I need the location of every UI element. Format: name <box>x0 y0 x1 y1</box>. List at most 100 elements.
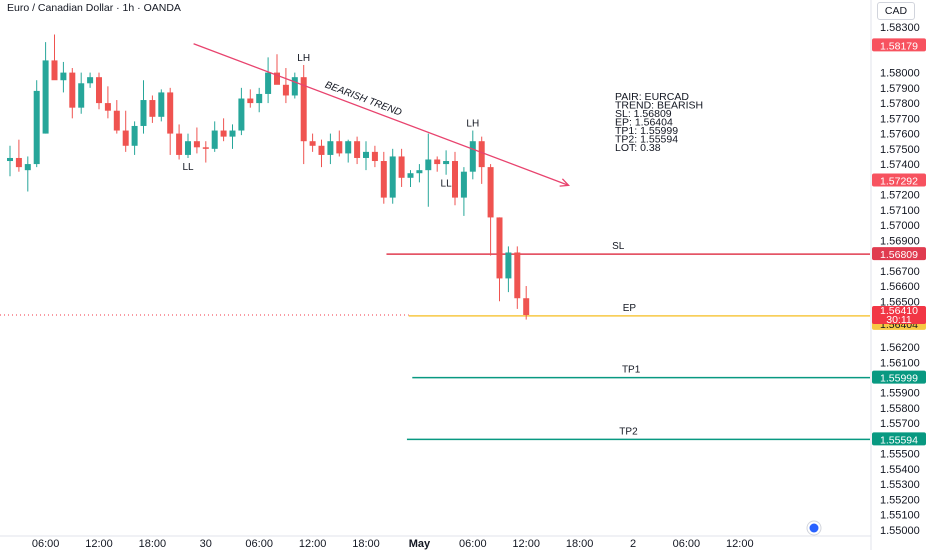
candle-body <box>460 171 467 198</box>
trendline-line <box>193 43 569 186</box>
candle-body <box>371 151 378 162</box>
time-tick-label: 06:00 <box>245 538 273 550</box>
candle-body <box>149 100 156 117</box>
candle-body <box>496 217 503 279</box>
candle-body <box>318 145 325 155</box>
time-tick-label: May <box>409 538 431 550</box>
candle-body <box>122 130 129 146</box>
candle-body <box>229 130 236 137</box>
price-tick-label: 1.57700 <box>880 113 920 125</box>
candle-body <box>425 159 432 171</box>
level-badge-text: 1.56809 <box>880 249 918 261</box>
price-tick-label: 1.57400 <box>880 159 920 171</box>
price-tick-label: 1.56900 <box>880 235 920 247</box>
candle-body <box>51 60 58 81</box>
price-badge-text: 1.57292 <box>880 176 918 188</box>
level-badge-text: 1.55999 <box>880 373 918 385</box>
swing-label-ll: LL <box>441 179 453 190</box>
price-tick-label: 1.56500 <box>880 296 920 308</box>
info-line: TP2: 1.55594 <box>615 134 678 146</box>
currency-selector[interactable]: CAD <box>877 2 915 20</box>
price-tick-label: 1.57000 <box>880 220 920 232</box>
time-tick-label: 06:00 <box>673 538 701 550</box>
candle-body <box>247 98 254 104</box>
price-tick-label: 1.56100 <box>880 357 920 369</box>
symbol-title[interactable]: Euro / Canadian Dollar · 1h · OANDA <box>7 2 181 14</box>
candle-body <box>487 167 494 218</box>
time-axis[interactable]: 06:00 12:00 18:00 30 06:00 12:00 18:00 May 06:00… <box>0 535 871 550</box>
level-label-tp1: TP1 <box>622 365 641 376</box>
candle-body <box>193 141 200 148</box>
candle-body <box>469 141 476 172</box>
price-tick-label: 1.57900 <box>880 83 920 95</box>
price-tick-label: 1.55000 <box>880 525 920 537</box>
candle-body <box>291 77 298 96</box>
price-axis[interactable]: 1.58300 1.58000 1.57900 1.57800 1.57700 1.576… <box>870 0 920 550</box>
candle-body <box>60 72 67 81</box>
candlesticks <box>7 34 530 320</box>
price-tick-label: 1.57100 <box>880 205 920 217</box>
trendline-arrowhead <box>559 178 570 187</box>
candle-body <box>309 141 316 146</box>
swing-label-lh: LH <box>466 119 479 130</box>
candle-body <box>434 159 441 165</box>
candle-body <box>167 92 174 134</box>
price-tick-label: 1.55200 <box>880 494 920 506</box>
time-tick-label: 12:00 <box>85 538 113 550</box>
candle-body <box>363 151 369 158</box>
price-tick-label: 1.57600 <box>880 129 920 141</box>
candle-body <box>15 157 22 168</box>
price-tick-label: 1.55300 <box>880 479 920 491</box>
candle-body <box>140 100 147 126</box>
candle-body <box>96 77 102 104</box>
candle-body <box>336 141 343 154</box>
level-label-ep: EP <box>623 303 637 314</box>
level-badge-tp2 <box>872 432 926 446</box>
candle-body <box>354 141 361 158</box>
time-tick-label: 30 <box>200 538 212 550</box>
price-tick-label: 1.55900 <box>880 388 920 400</box>
candle-body <box>327 141 334 155</box>
time-tick-label: 12:00 <box>299 538 327 550</box>
countdown-text: 30:11 <box>886 314 912 326</box>
price-tick-label: 1.57500 <box>880 144 920 156</box>
candle-body <box>514 252 521 299</box>
candle-body <box>33 90 40 165</box>
time-tick-label: 06:00 <box>459 538 487 550</box>
info-line: PAIR: EURCAD <box>615 91 689 103</box>
time-tick-label: 18:00 <box>352 538 380 550</box>
candle-body <box>113 110 120 131</box>
candle-body <box>505 252 512 279</box>
swing-label-lh: LH <box>297 53 310 64</box>
level-label-sl: SL <box>612 241 625 252</box>
price-tick-label: 1.57200 <box>880 190 920 202</box>
price-tick-label: 1.56700 <box>880 266 920 278</box>
candle-body <box>300 77 307 142</box>
level-badge-text: 1.55594 <box>880 434 918 446</box>
candle-body <box>158 92 165 117</box>
candle-body <box>478 141 485 168</box>
price-badge <box>872 173 926 187</box>
candle-body <box>87 77 94 84</box>
candle-body <box>416 170 423 174</box>
candle-body <box>345 141 352 154</box>
last-price-badge <box>872 305 926 324</box>
time-tick-label: 2 <box>630 538 636 550</box>
candle-body <box>398 156 405 178</box>
candle-body <box>452 161 458 198</box>
price-tick-label: 1.55400 <box>880 464 920 476</box>
info-line: TP1: 1.55999 <box>615 125 678 137</box>
price-tick-label: 1.56200 <box>880 342 920 354</box>
swing-label-ll: LL <box>182 162 194 173</box>
level-label-tp2: TP2 <box>619 426 638 437</box>
price-tick-label: 1.55500 <box>880 449 920 461</box>
candle-body <box>443 161 450 165</box>
price-tick-label: 1.55700 <box>880 418 920 430</box>
price-tick-label: 1.55100 <box>880 510 920 522</box>
candle-body <box>211 130 218 149</box>
time-tick-label: 12:00 <box>726 538 754 550</box>
price-badges: 1.568091.564041.559991.555941.5641030:11… <box>872 38 926 446</box>
level-badge-sl <box>872 247 926 261</box>
